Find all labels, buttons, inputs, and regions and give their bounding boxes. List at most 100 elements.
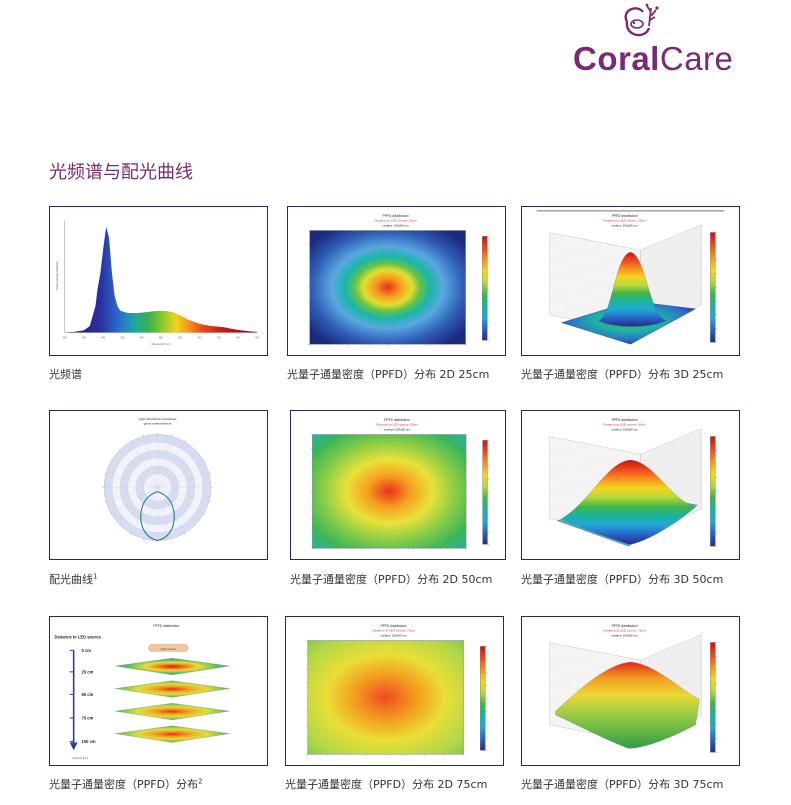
polar-spoke (106, 473, 158, 488)
figure-ppfd3d: PPFD distribution Distance to LED source:… (521, 616, 740, 766)
figure-caption: 光量子通量密度（PPFD）分布 3D 25cm (521, 366, 723, 382)
figure-ppfd3d: PPFD distribution Distance to LED source:… (521, 206, 740, 356)
polar-tick (195, 524, 197, 527)
figure-caption-text: 光量子通量密度（PPFD）分布 2D 25cm (287, 368, 490, 381)
level-label: 25 cm (82, 669, 94, 674)
polar-tick (171, 538, 172, 541)
colorbar (710, 642, 716, 753)
light-source-badge (148, 644, 189, 652)
plot-title: Light distribution CoralCare (139, 417, 177, 421)
figure-caption-text: 光量子通量密度（PPFD）分布 2D 75cm (285, 778, 488, 791)
ppfd-plane (115, 703, 230, 721)
plot-surface: surface 100x80 cm (384, 428, 411, 432)
figure-caption-text: 光量子通量密度（PPFD）分布 (49, 778, 199, 791)
x-tick-label: 420 (82, 337, 87, 339)
colorbar (710, 436, 716, 547)
figure-caption-text: 光频谱 (49, 368, 82, 381)
heatmap (312, 434, 467, 549)
heatmap (309, 230, 466, 345)
polar-spoke (111, 460, 158, 488)
figure-caption-text: 光量子通量密度（PPFD）分布 3D 50cm (521, 573, 724, 586)
x-tick-label: 580 (159, 337, 164, 339)
colorbar (482, 236, 488, 341)
figure-polar: Light distribution CoralCare gonio measur… (49, 410, 268, 560)
polar-spoke (157, 441, 185, 488)
polar-spoke (157, 487, 204, 515)
figure-stack: PPFD distribution Distance to LED source 0… (49, 616, 268, 766)
grid-line (640, 237, 702, 264)
colorbar (480, 646, 486, 751)
figure-caption-text: 光量子通量密度（PPFD）分布 3D 75cm (521, 778, 724, 791)
level-label: 75 cm (82, 715, 94, 720)
distribution-curve-green (140, 491, 175, 541)
software-footer: LightTools 8.4.0 (72, 757, 89, 760)
level-label: 100 cm (82, 739, 96, 744)
plot-surface: surface 100x80 cm (611, 428, 638, 432)
plot-title: PPFD distribution (381, 624, 407, 628)
colorbar (482, 440, 488, 545)
plot-title: PPFD distribution (612, 418, 638, 422)
y-axis-label: Relative spectral distribution (56, 260, 59, 290)
ppfd-plane (115, 658, 230, 675)
polar-spoke (157, 487, 209, 502)
polar-tick (109, 513, 112, 516)
polar-tick (208, 473, 211, 474)
section-title: 光频谱与配光曲线 (49, 162, 193, 183)
plot-surface: surface 100x80 cm (380, 634, 407, 638)
polar-tick (184, 533, 186, 536)
polar-spoke (119, 449, 158, 488)
plot-surface: surface 100x80 cm (611, 224, 638, 228)
figure-ppfd2d: PPFD distribution Distance to LED source:… (287, 206, 506, 356)
polar-tick (129, 439, 132, 442)
plot-surface: surface 100x80 cm (382, 224, 409, 228)
polar-spoke (143, 487, 158, 539)
stack-plot: PPFD distribution Distance to LED source 0… (54, 624, 230, 760)
polar-spoke (157, 449, 196, 488)
x-tick-label: 780 (255, 337, 260, 339)
figure-caption: 光量子通量密度（PPFD）分布 2D 50cm (290, 571, 492, 587)
axis-title: Distance to LED source (54, 635, 101, 640)
polar-tick (195, 448, 197, 451)
x-tick-label: 740 (236, 337, 241, 339)
figure-caption: 配光曲线1 (49, 571, 97, 587)
footnote-marker: 1 (93, 572, 98, 581)
polar-spoke (157, 487, 172, 539)
colorbar (710, 232, 716, 343)
plot-subtitle: Distance to LED source: 75cm (603, 629, 646, 633)
polar-spoke (157, 487, 196, 525)
figure-ppfd2d: PPFD distribution Distance to LED source:… (285, 616, 504, 766)
polar-spoke (130, 487, 158, 534)
polar-tick (118, 524, 120, 527)
polar-tick (104, 473, 107, 474)
plot-title: PPFD distribution (153, 624, 179, 628)
figure-spectrum: Relative spectral distribution Wavelength… (49, 206, 268, 356)
light-source-label: Light source (160, 647, 176, 651)
plot-subtitle: Distance to LED source: 50cm (376, 423, 418, 427)
polar-tick (203, 513, 206, 516)
plot-subtitle: Distance to LED source: 25cm (374, 219, 417, 223)
level-label: 50 cm (82, 692, 94, 697)
ppfd-plane (115, 680, 230, 698)
polar-spoke (119, 487, 158, 525)
polar-tick (143, 434, 144, 437)
x-tick-label: 620 (178, 337, 183, 339)
level-label: 0 cm (82, 648, 92, 653)
axis-arrow (69, 742, 78, 751)
polar-tick (129, 533, 132, 536)
polar-tick (203, 459, 206, 462)
figure-caption: 光量子通量密度（PPFD）分布 3D 50cm (521, 571, 723, 587)
footnote-marker: 2 (198, 777, 203, 786)
grid-line (640, 264, 702, 292)
x-tick-label: 460 (101, 337, 106, 339)
figure-caption: 光量子通量密度（PPFD）分布2 (49, 776, 203, 792)
x-tick-label: 660 (197, 337, 202, 339)
x-tick-label: 500 (121, 337, 126, 339)
plot-surface: surface 100x80 cm (611, 634, 638, 638)
ppfd-plane (115, 725, 230, 743)
